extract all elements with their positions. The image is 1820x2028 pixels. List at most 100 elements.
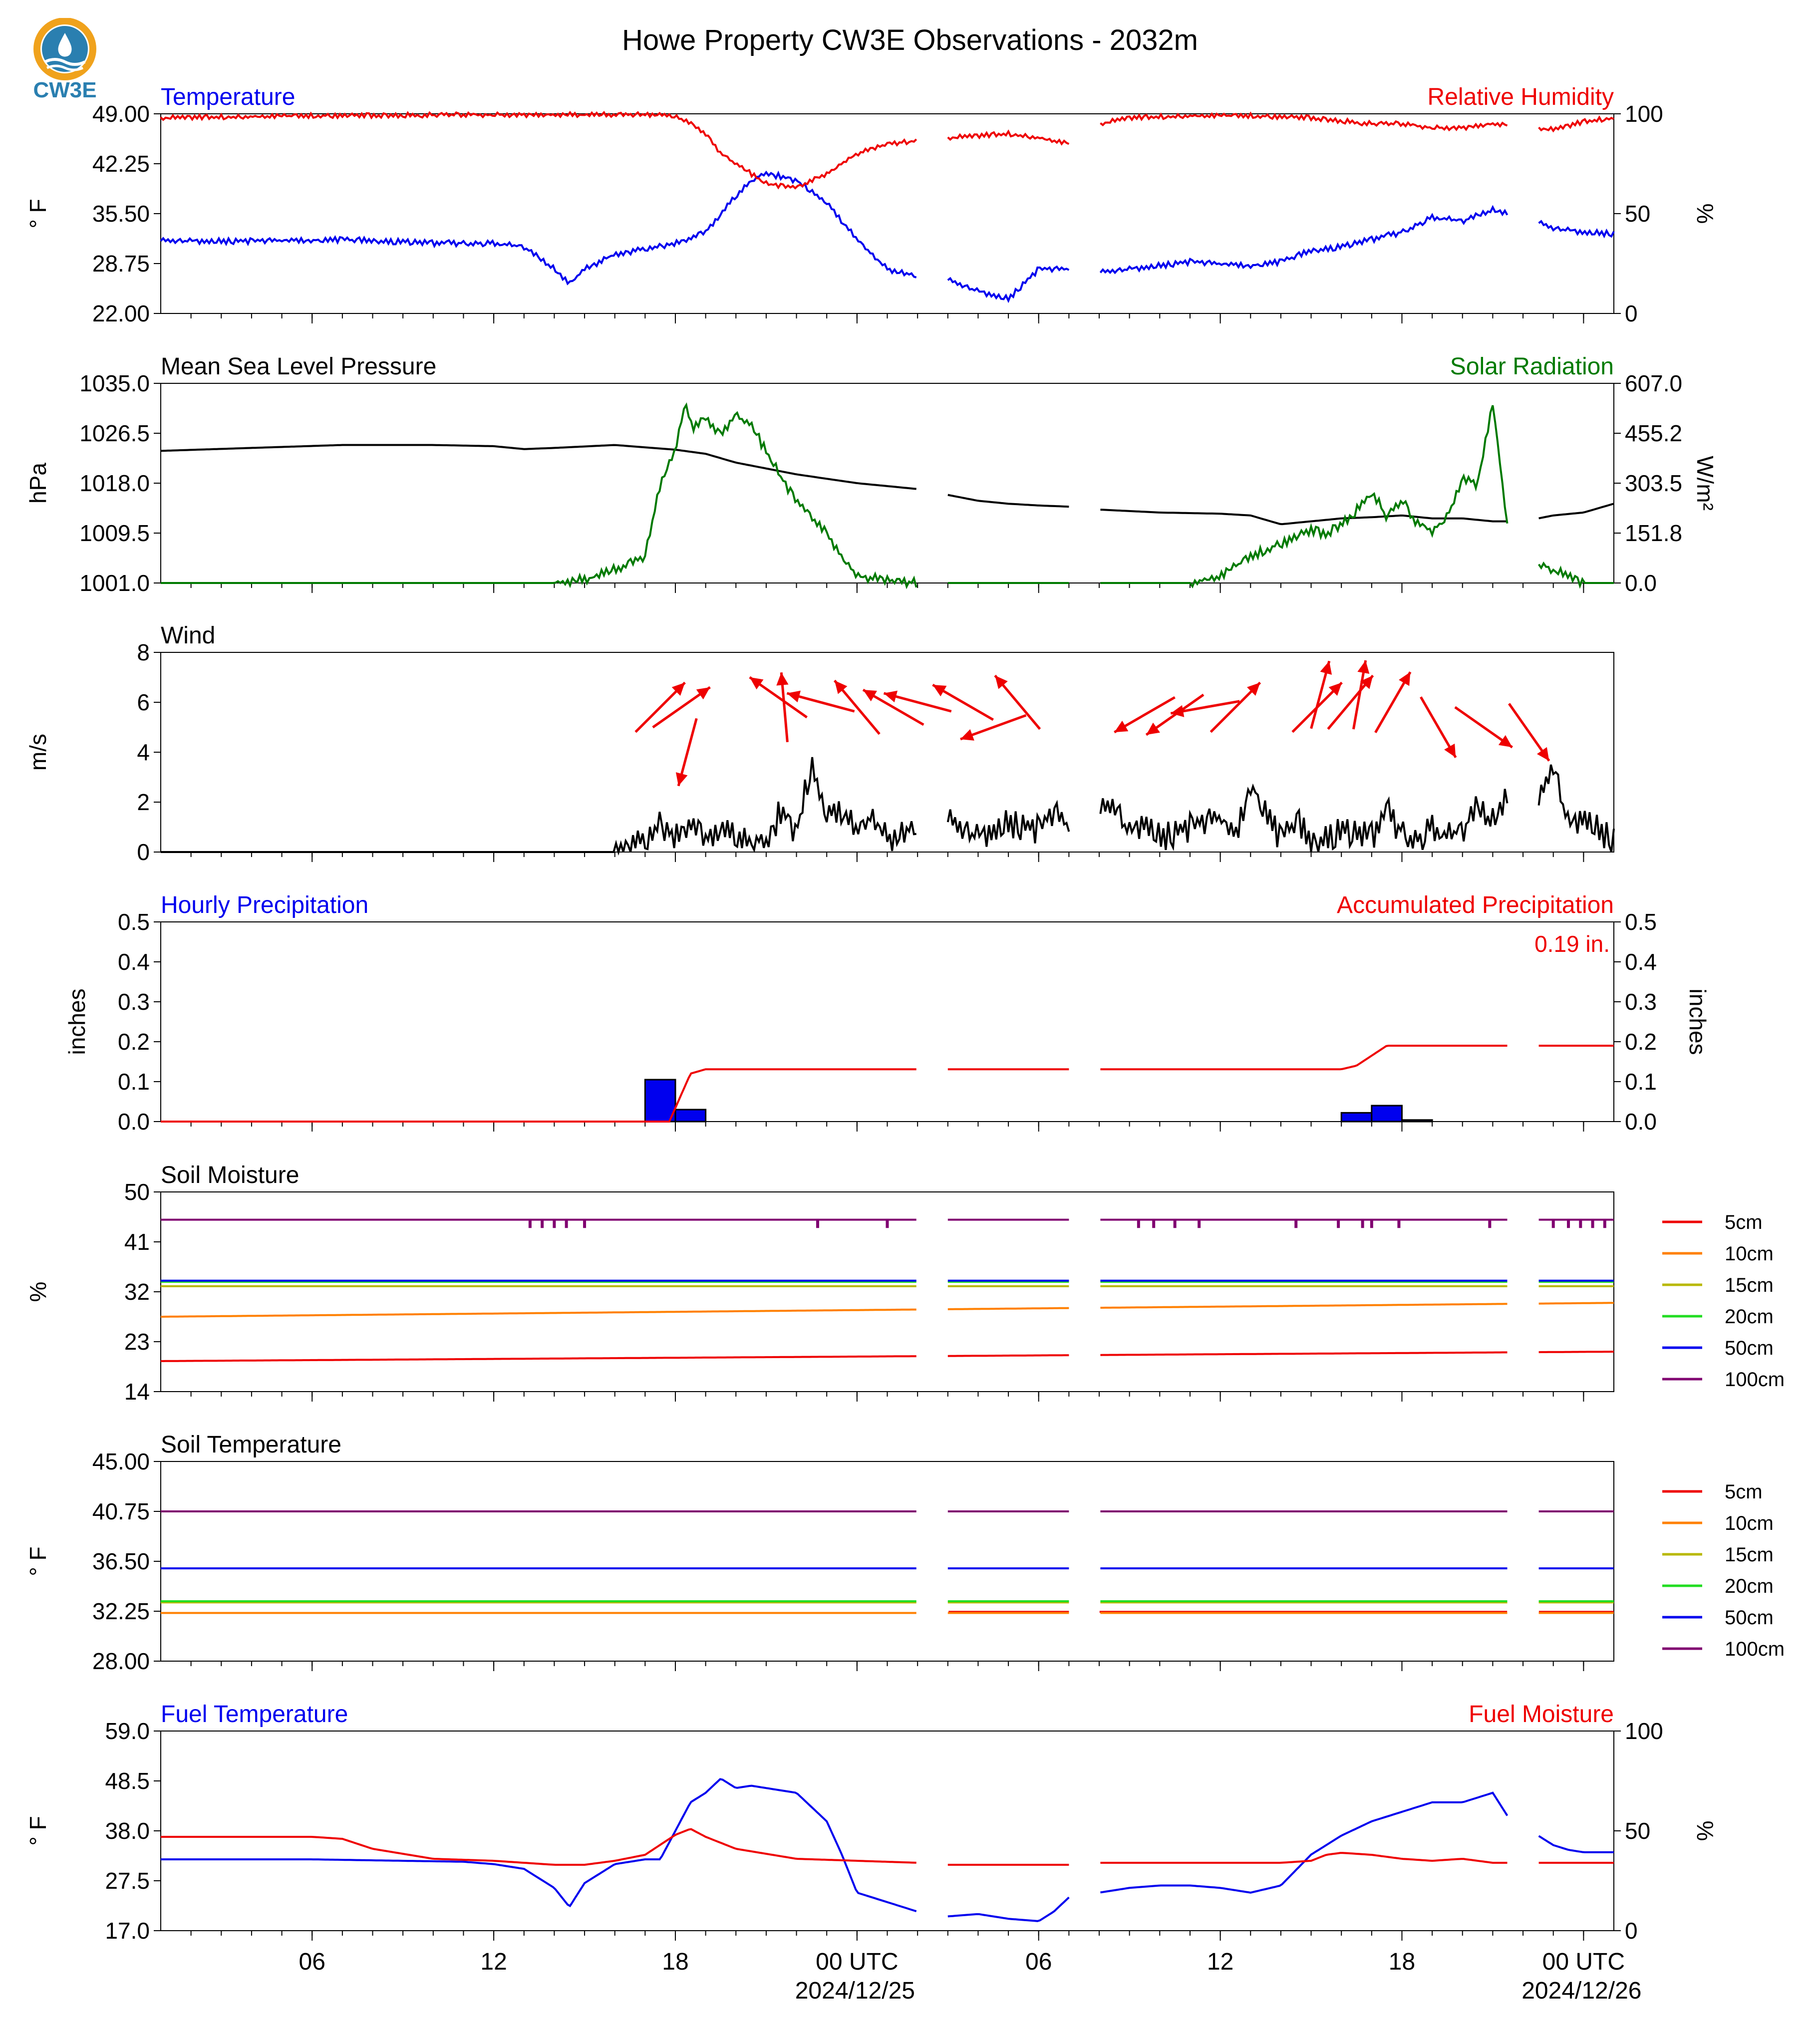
y-tick-label: 0.4 <box>118 949 150 975</box>
y2-tick-label: 50 <box>1625 1818 1650 1844</box>
y2-tick-label: 0 <box>1625 300 1638 326</box>
wind-arrow-head <box>1444 743 1456 758</box>
series-10cm <box>1538 1302 1614 1305</box>
wind-arrow-head <box>1320 661 1332 675</box>
y-tick-label: 0.2 <box>118 1029 150 1055</box>
wind-arrow-head <box>834 680 848 694</box>
panel-precipitation: Hourly Precipitation Accumulated Precipit… <box>64 892 1711 1135</box>
wind-arrow <box>1170 700 1240 717</box>
y2-tick-label: 455.2 <box>1625 420 1682 446</box>
y-tick-label: 41 <box>124 1229 150 1255</box>
panel-left-title: Soil Moisture <box>161 1162 299 1188</box>
y2-tick-label: 303.5 <box>1625 470 1682 496</box>
wind-arrow-head <box>1498 735 1513 748</box>
y-axis-label: inches <box>64 989 90 1055</box>
wind-arrow-head <box>1328 682 1342 696</box>
series-wind <box>1099 783 1509 853</box>
wind-arrow <box>1145 693 1205 736</box>
wind-arrow <box>652 686 711 729</box>
y2-tick-label: 0 <box>1625 1918 1638 1944</box>
wind-arrow <box>1310 660 1332 729</box>
wind-arrow-head <box>787 690 801 703</box>
y-tick-label: 42.25 <box>92 151 150 177</box>
y-tick-label: 6 <box>137 689 150 715</box>
wind-arrow-head <box>1399 672 1411 686</box>
y-tick-label: 17.0 <box>105 1918 150 1944</box>
x-tick-label: 12 <box>1207 1949 1233 1975</box>
series-mean-sea-level-pressure <box>947 494 1069 508</box>
wind-arrow-head <box>995 675 1008 689</box>
panel-left-title: Hourly Precipitation <box>161 892 368 918</box>
series-wind <box>946 800 1070 847</box>
wind-arrow-head <box>696 687 710 700</box>
precip-bar <box>1340 1112 1373 1123</box>
legend-label: 20cm <box>1725 1575 1774 1597</box>
y2-tick-label: 0.2 <box>1625 1029 1657 1055</box>
legend-label: 15cm <box>1725 1544 1774 1566</box>
series-5cm <box>1100 1351 1508 1356</box>
y2-tick-label: 0.0 <box>1625 1109 1657 1135</box>
y2-axis-label: % <box>1692 204 1718 224</box>
wind-arrow-head <box>749 677 764 690</box>
y-tick-label: 14 <box>124 1379 150 1405</box>
y-axis-label: ° F <box>25 199 51 228</box>
y-tick-label: 2 <box>137 789 150 815</box>
y2-tick-label: 100 <box>1625 101 1663 127</box>
wind-arrow-head <box>1114 720 1129 732</box>
wind-arrow <box>1374 671 1412 733</box>
precip-bar <box>1401 1119 1433 1123</box>
x-date-label: 2024/12/25 <box>795 1978 915 2004</box>
legend-label: 5cm <box>1725 1211 1763 1233</box>
x-tick-label: 18 <box>662 1949 688 1975</box>
wind-arrow-head <box>884 690 898 703</box>
cw3e-logo: CW3E <box>30 17 100 103</box>
series-5cm <box>161 1355 916 1362</box>
y2-tick-label: 0.5 <box>1625 909 1657 935</box>
y-tick-label: 32 <box>124 1279 150 1305</box>
plot-frame <box>160 1461 1614 1662</box>
y2-tick-label: 151.8 <box>1625 520 1682 546</box>
wind-arrow <box>883 690 952 713</box>
x-tick-label: 12 <box>480 1949 507 1975</box>
wind-arrow <box>1454 706 1513 749</box>
y-tick-label: 0.0 <box>118 1109 150 1135</box>
panel-pressure-solar: Mean Sea Level Pressure Solar Radiation 10… <box>25 353 1718 596</box>
panels: Temperature Relative Humidity 49.00 42.25 35… <box>25 84 1785 2004</box>
y2-tick-label: 100 <box>1625 1718 1663 1744</box>
cw3e-water-drop-logo-icon <box>33 17 96 80</box>
panel-right-title: Accumulated Precipitation <box>1337 892 1614 918</box>
y2-tick-label: 607.0 <box>1625 370 1682 396</box>
wind-arrow <box>1210 681 1261 733</box>
y-tick-label: 0 <box>137 839 150 865</box>
panel-right-title: Relative Humidity <box>1428 84 1614 110</box>
wind-arrow-head <box>1146 722 1160 735</box>
y2-axis-label: % <box>1692 1821 1718 1841</box>
wind-arrow <box>634 681 686 733</box>
plot-frame <box>160 921 1614 1122</box>
y2-tick-label: 0.4 <box>1625 949 1657 975</box>
y-tick-label: 36.50 <box>92 1548 150 1574</box>
wind-arrow-head <box>1246 682 1260 696</box>
series-5cm <box>947 1354 1069 1357</box>
series-wind <box>1537 764 1615 853</box>
y-tick-label: 1035.0 <box>79 370 150 396</box>
wind-arrow <box>1508 703 1550 762</box>
y-tick-label: 8 <box>137 639 150 665</box>
legend-label: 10cm <box>1725 1243 1774 1265</box>
series-temperature <box>160 170 917 286</box>
wind-arrow-head <box>1357 660 1370 674</box>
wind-arrow-head <box>776 672 789 686</box>
precip-bar <box>674 1109 707 1123</box>
wind-arrow <box>862 688 924 726</box>
panel-temperature-humidity: Temperature Relative Humidity 49.00 42.25 35… <box>25 84 1718 326</box>
y-tick-label: 1001.0 <box>79 570 150 596</box>
legend-label: 10cm <box>1725 1512 1774 1534</box>
wind-arrow-head <box>932 685 947 697</box>
y-axis-label: ° F <box>25 1546 51 1576</box>
series-mean-sea-level-pressure <box>1538 503 1614 520</box>
series-temperature <box>1538 220 1615 239</box>
panel-soil-moisture: Soil Moisture 50 41 32 23 14% 5cm 10cm 15cm 20cm 5… <box>25 1162 1785 1405</box>
series-temperature <box>947 265 1070 303</box>
logo-text: CW3E <box>33 78 97 102</box>
